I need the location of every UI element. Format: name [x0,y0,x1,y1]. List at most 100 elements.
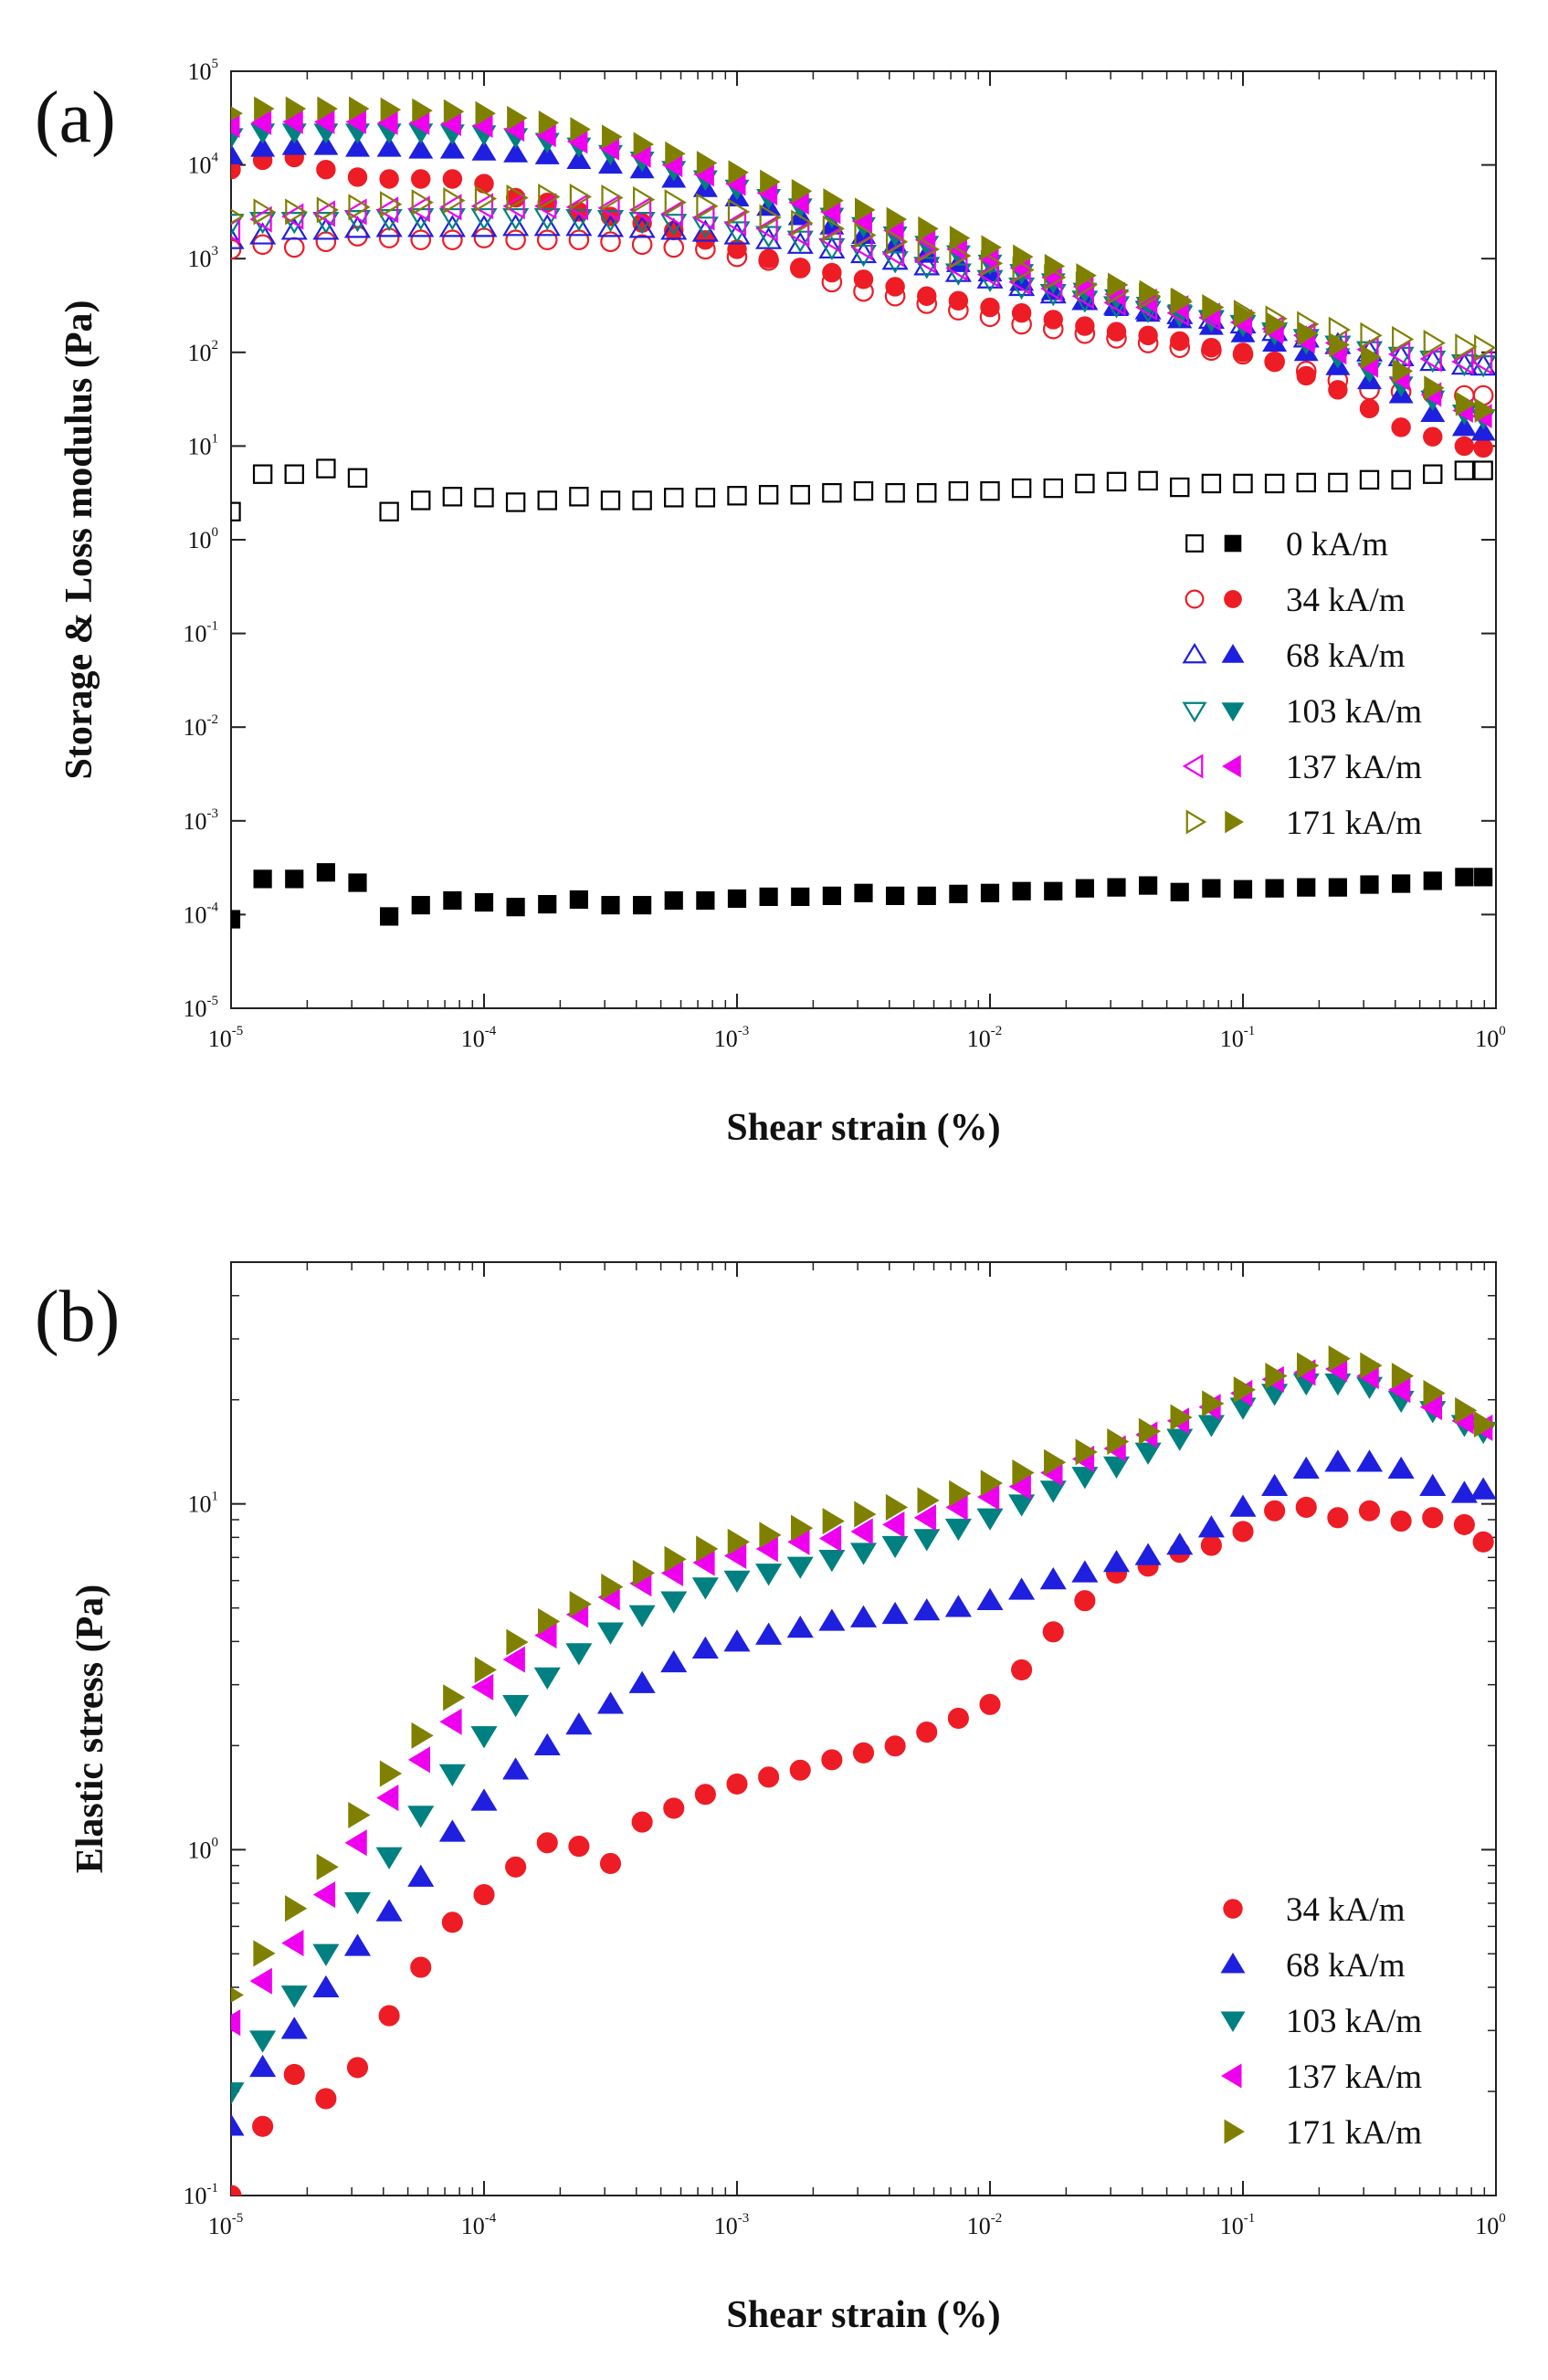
data-point [375,1847,403,1869]
y-tick-label: 103 [188,244,219,272]
y-tick-base: 10 [184,714,207,741]
data-point [1423,427,1443,447]
x-tick-label: 10-1 [1220,2211,1256,2239]
data-point [407,195,430,223]
data-point [1360,875,1379,894]
x-tick-label: 10-4 [461,2211,497,2239]
x-tick-exponent: 0 [1499,1024,1506,1038]
data-point [1102,1456,1131,1479]
data-point [913,257,941,279]
y-tick-exponent: 4 [212,151,219,165]
data-point [696,1535,719,1563]
data-point [1040,275,1063,302]
legend-label: 137 kA/m [1286,749,1422,786]
data-point [980,1469,1003,1497]
data-point [285,96,307,121]
data-point [601,896,620,915]
data-point [849,244,878,268]
data-point [315,2088,337,2110]
data-point [533,214,561,237]
data-point [505,229,526,250]
data-point [980,249,1004,277]
data-point [343,1933,372,1956]
data-point [1297,1352,1320,1379]
data-point [849,240,878,264]
data-point [1103,289,1126,316]
data-point [1297,311,1320,338]
data-point [533,1732,561,1755]
data-point [727,486,747,506]
data-point [231,2082,245,2105]
data-point [948,480,969,501]
legend-marker [1224,2119,1245,2144]
data-point [664,189,687,216]
data-point [822,886,841,905]
data-point [944,1518,972,1542]
y-tick-label: 104 [188,151,219,179]
data-point [1102,1550,1131,1573]
x-tick-label: 10-4 [461,1024,497,1052]
data-point [1071,1560,1099,1583]
data-point [347,167,368,187]
data-point [285,198,308,226]
data-point [1071,282,1094,310]
data-point [1011,478,1032,499]
data-point [786,1556,814,1579]
legend-marker-open [1182,642,1207,664]
data-point [1424,375,1445,401]
data-point [316,458,336,479]
data-point [538,895,557,914]
data-point [312,1943,340,1966]
data-point [917,286,937,306]
data-point [252,234,273,256]
data-point [1197,1515,1225,1538]
data-point [949,884,968,903]
x-axis-label: Shear strain (%) [726,1107,1000,1149]
data-point [1170,288,1193,315]
data-point [1469,1477,1497,1500]
data-point [1419,345,1442,373]
y-tick-label: 10-1 [184,619,219,648]
y-tick-label: 101 [188,431,219,459]
x-tick-label: 10-1 [1220,1024,1256,1052]
series-171-ka-m [231,1345,1497,2003]
data-point [1197,1415,1225,1437]
data-point [884,285,906,307]
y-tick-base: 10 [184,808,207,835]
data-point [1074,1590,1096,1612]
data-point [976,1587,1004,1610]
data-point [502,207,530,231]
data-point [1044,881,1063,900]
data-point [285,1895,308,1922]
data-point [980,883,1000,902]
data-point [1453,1513,1475,1535]
data-point [727,1528,750,1555]
data-point [1265,879,1284,898]
data-point [375,196,399,224]
data-point [853,480,874,501]
data-point [439,194,462,221]
data-point [849,1543,878,1565]
data-point [758,485,779,505]
legend-label: 171 kA/m [1286,805,1422,842]
data-point [252,464,273,484]
data-point [569,890,588,910]
x-tick-base: 10 [1475,2213,1499,2239]
legend-item: 137 kA/m [1182,749,1422,786]
data-point [505,492,526,512]
data-point [565,194,588,221]
data-point [660,1591,688,1614]
y-tick-base: 10 [188,1491,212,1518]
data-point [283,2063,305,2086]
data-point [316,1853,339,1880]
data-point [760,169,781,195]
data-point [283,237,305,258]
data-point [1358,1500,1381,1522]
data-point [885,1493,909,1521]
data-point [538,183,561,211]
data-point [411,1722,434,1749]
data-point [823,188,844,214]
data-point [1474,868,1493,887]
data-point [1264,473,1285,494]
legend-label: 171 kA/m [1286,2114,1422,2152]
